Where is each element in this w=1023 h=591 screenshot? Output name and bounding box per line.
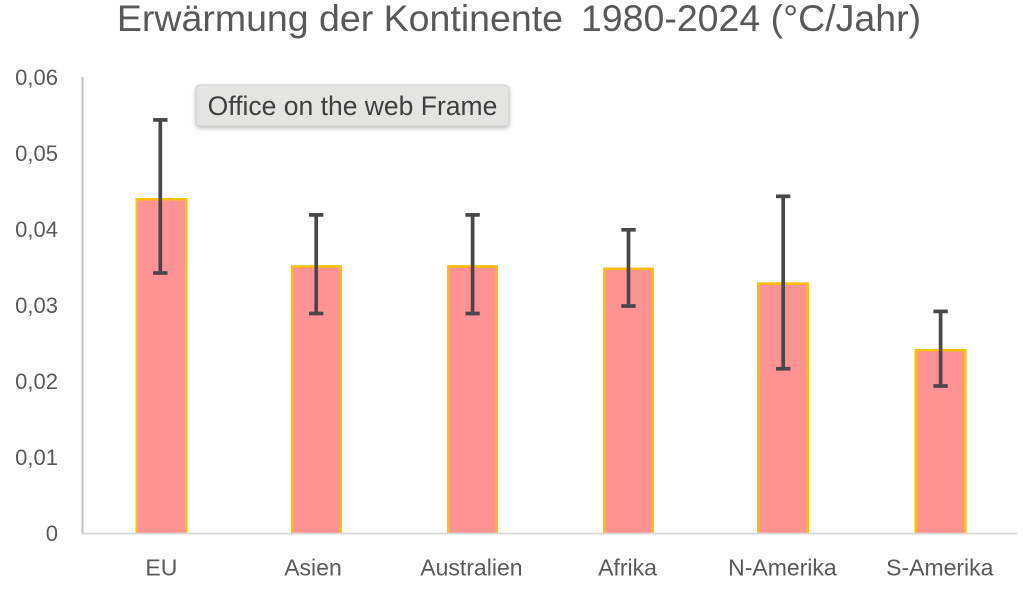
svg-text:S-Amerika: S-Amerika	[886, 555, 994, 581]
svg-text:0,03: 0,03	[15, 293, 58, 318]
svg-text:N-Amerika: N-Amerika	[728, 555, 837, 581]
svg-text:0: 0	[46, 521, 58, 546]
svg-text:0,06: 0,06	[15, 65, 58, 90]
svg-text:EU: EU	[145, 555, 177, 581]
svg-text:0,04: 0,04	[15, 217, 58, 242]
svg-text:Office on the web Frame: Office on the web Frame	[208, 91, 498, 121]
svg-text:0,05: 0,05	[15, 141, 58, 166]
svg-text:Asien: Asien	[284, 555, 342, 581]
svg-text:0,01: 0,01	[15, 445, 58, 470]
svg-text:Afrika: Afrika	[598, 555, 657, 581]
svg-text:Australien: Australien	[420, 555, 522, 581]
svg-text:Erwärmung der Kontinente 1980: Erwärmung der Kontinente 1980-2024 (°C/J…	[117, 0, 921, 39]
svg-text:0,02: 0,02	[15, 369, 58, 394]
